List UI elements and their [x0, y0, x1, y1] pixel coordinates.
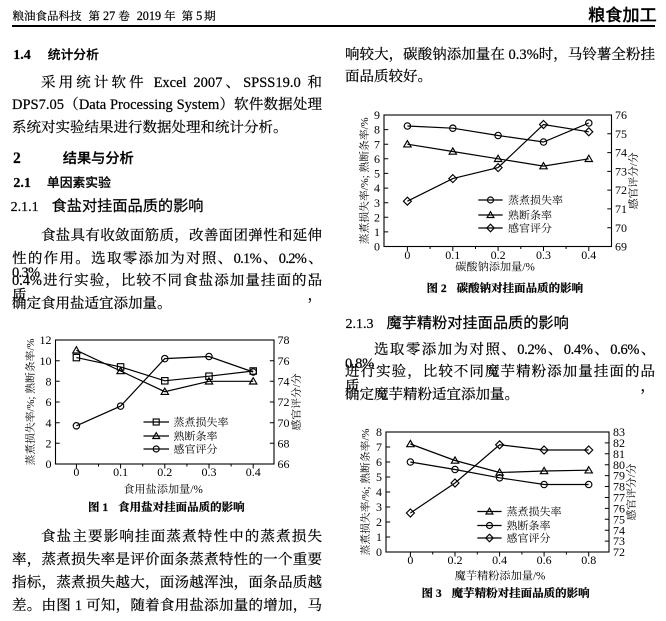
- svg-text:78: 78: [278, 333, 290, 347]
- svg-text:0.2: 0.2: [157, 465, 172, 479]
- svg-text:0.2: 0.2: [448, 553, 463, 567]
- svg-text:3: 3: [374, 196, 380, 210]
- svg-text:0.2: 0.2: [491, 248, 506, 262]
- svg-text:4: 4: [376, 485, 382, 499]
- svg-text:食用盐添加量/%: 食用盐添加量/%: [123, 483, 203, 496]
- svg-text:0.4: 0.4: [492, 553, 507, 567]
- svg-text:7: 7: [376, 440, 382, 454]
- svg-text:5: 5: [374, 167, 380, 181]
- svg-text:感官评分: 感官评分: [507, 532, 551, 545]
- svg-text:4: 4: [46, 416, 52, 430]
- svg-text:2: 2: [46, 436, 52, 450]
- svg-text:熟断条率: 熟断条率: [508, 209, 552, 222]
- svg-text:4: 4: [374, 181, 380, 195]
- svg-text:0: 0: [376, 545, 382, 559]
- svg-text:2: 2: [374, 210, 380, 224]
- svg-text:感官评分/分: 感官评分/分: [625, 463, 638, 520]
- svg-text:感官评分: 感官评分: [174, 443, 218, 456]
- svg-text:8: 8: [376, 428, 382, 439]
- svg-text:66: 66: [278, 457, 290, 471]
- svg-text:72: 72: [613, 545, 625, 559]
- svg-text:0: 0: [374, 240, 380, 254]
- svg-text:74: 74: [613, 523, 625, 537]
- svg-text:熟断条率: 熟断条率: [174, 430, 218, 443]
- svg-text:0: 0: [407, 553, 413, 567]
- svg-text:0.1: 0.1: [445, 248, 460, 262]
- svg-text:8: 8: [374, 123, 380, 137]
- svg-text:74: 74: [615, 146, 627, 160]
- svg-text:0: 0: [404, 248, 410, 262]
- svg-text:8: 8: [46, 374, 52, 388]
- svg-text:3: 3: [376, 500, 382, 514]
- svg-text:73: 73: [613, 534, 625, 548]
- svg-text:蒸煮损失率/%; 熟断条率/%: 蒸煮损失率/%; 熟断条率/%: [24, 339, 37, 466]
- svg-text:70: 70: [615, 221, 627, 235]
- svg-text:2: 2: [376, 515, 382, 529]
- svg-text:73: 73: [615, 165, 627, 179]
- svg-text:0.6: 0.6: [537, 553, 552, 567]
- svg-text:81: 81: [613, 447, 625, 461]
- svg-text:72: 72: [615, 183, 627, 197]
- svg-text:蒸煮损失率: 蒸煮损失率: [174, 416, 229, 429]
- svg-text:0: 0: [46, 457, 52, 471]
- svg-text:0.3: 0.3: [536, 248, 551, 262]
- svg-text:0.3: 0.3: [202, 465, 217, 479]
- svg-text:1: 1: [374, 225, 380, 239]
- svg-text:75: 75: [613, 512, 625, 526]
- svg-text:5: 5: [376, 470, 382, 484]
- svg-text:6: 6: [46, 395, 52, 409]
- svg-text:0.4: 0.4: [581, 248, 596, 262]
- svg-text:74: 74: [278, 374, 290, 388]
- svg-text:魔芋精粉添加量/%: 魔芋精粉添加量/%: [455, 570, 546, 583]
- svg-text:83: 83: [613, 428, 625, 439]
- svg-text:76: 76: [278, 354, 290, 368]
- svg-text:0.8: 0.8: [581, 553, 596, 567]
- svg-text:10: 10: [40, 354, 52, 368]
- svg-text:12: 12: [40, 333, 52, 347]
- svg-text:79: 79: [613, 469, 625, 483]
- svg-text:9: 9: [374, 108, 380, 122]
- svg-text:1: 1: [376, 530, 382, 544]
- svg-text:蒸煮损失率/%; 熟断条率/%: 蒸煮损失率/%; 熟断条率/%: [358, 117, 371, 244]
- svg-text:6: 6: [374, 152, 380, 166]
- svg-text:77: 77: [613, 491, 625, 505]
- svg-text:78: 78: [613, 480, 625, 494]
- svg-text:68: 68: [278, 436, 290, 450]
- svg-text:碳酸钠添加量/%: 碳酸钠添加量/%: [455, 261, 535, 274]
- svg-text:71: 71: [615, 202, 627, 216]
- svg-text:蒸煮损失率: 蒸煮损失率: [507, 505, 562, 518]
- svg-text:76: 76: [615, 108, 627, 122]
- svg-text:0.1: 0.1: [113, 465, 128, 479]
- svg-text:0.4: 0.4: [246, 465, 261, 479]
- svg-text:82: 82: [613, 436, 625, 450]
- svg-text:感官评分/分: 感官评分/分: [290, 373, 303, 430]
- svg-text:70: 70: [278, 416, 290, 430]
- svg-text:感官评分/分: 感官评分/分: [627, 152, 640, 209]
- svg-text:蒸煮损失率/%; 熟断条率/%: 蒸煮损失率/%; 熟断条率/%: [359, 429, 372, 556]
- svg-text:0: 0: [73, 465, 79, 479]
- svg-text:感官评分: 感官评分: [508, 222, 552, 235]
- svg-text:75: 75: [615, 127, 627, 141]
- svg-text:72: 72: [278, 395, 290, 409]
- svg-text:80: 80: [613, 458, 625, 472]
- svg-text:76: 76: [613, 502, 625, 516]
- svg-text:7: 7: [374, 137, 380, 151]
- svg-text:69: 69: [615, 240, 627, 254]
- svg-text:熟断条率: 熟断条率: [507, 519, 551, 532]
- svg-text:蒸煮损失率: 蒸煮损失率: [508, 194, 563, 207]
- svg-text:6: 6: [376, 455, 382, 469]
